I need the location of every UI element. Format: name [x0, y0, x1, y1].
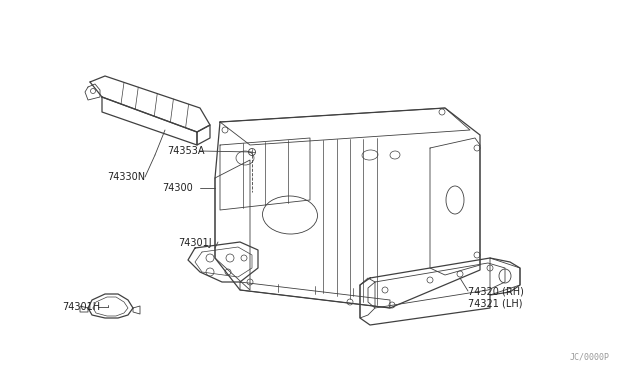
Text: 74301J: 74301J: [178, 238, 212, 248]
Text: 74300: 74300: [162, 183, 193, 193]
Text: 74330N: 74330N: [107, 172, 145, 182]
Text: 74301H: 74301H: [62, 302, 100, 312]
Text: 74321 (LH): 74321 (LH): [468, 298, 522, 308]
Text: 74353A: 74353A: [167, 146, 205, 156]
Text: JC/0000P: JC/0000P: [570, 353, 610, 362]
Text: 74320 (RH): 74320 (RH): [468, 287, 524, 297]
